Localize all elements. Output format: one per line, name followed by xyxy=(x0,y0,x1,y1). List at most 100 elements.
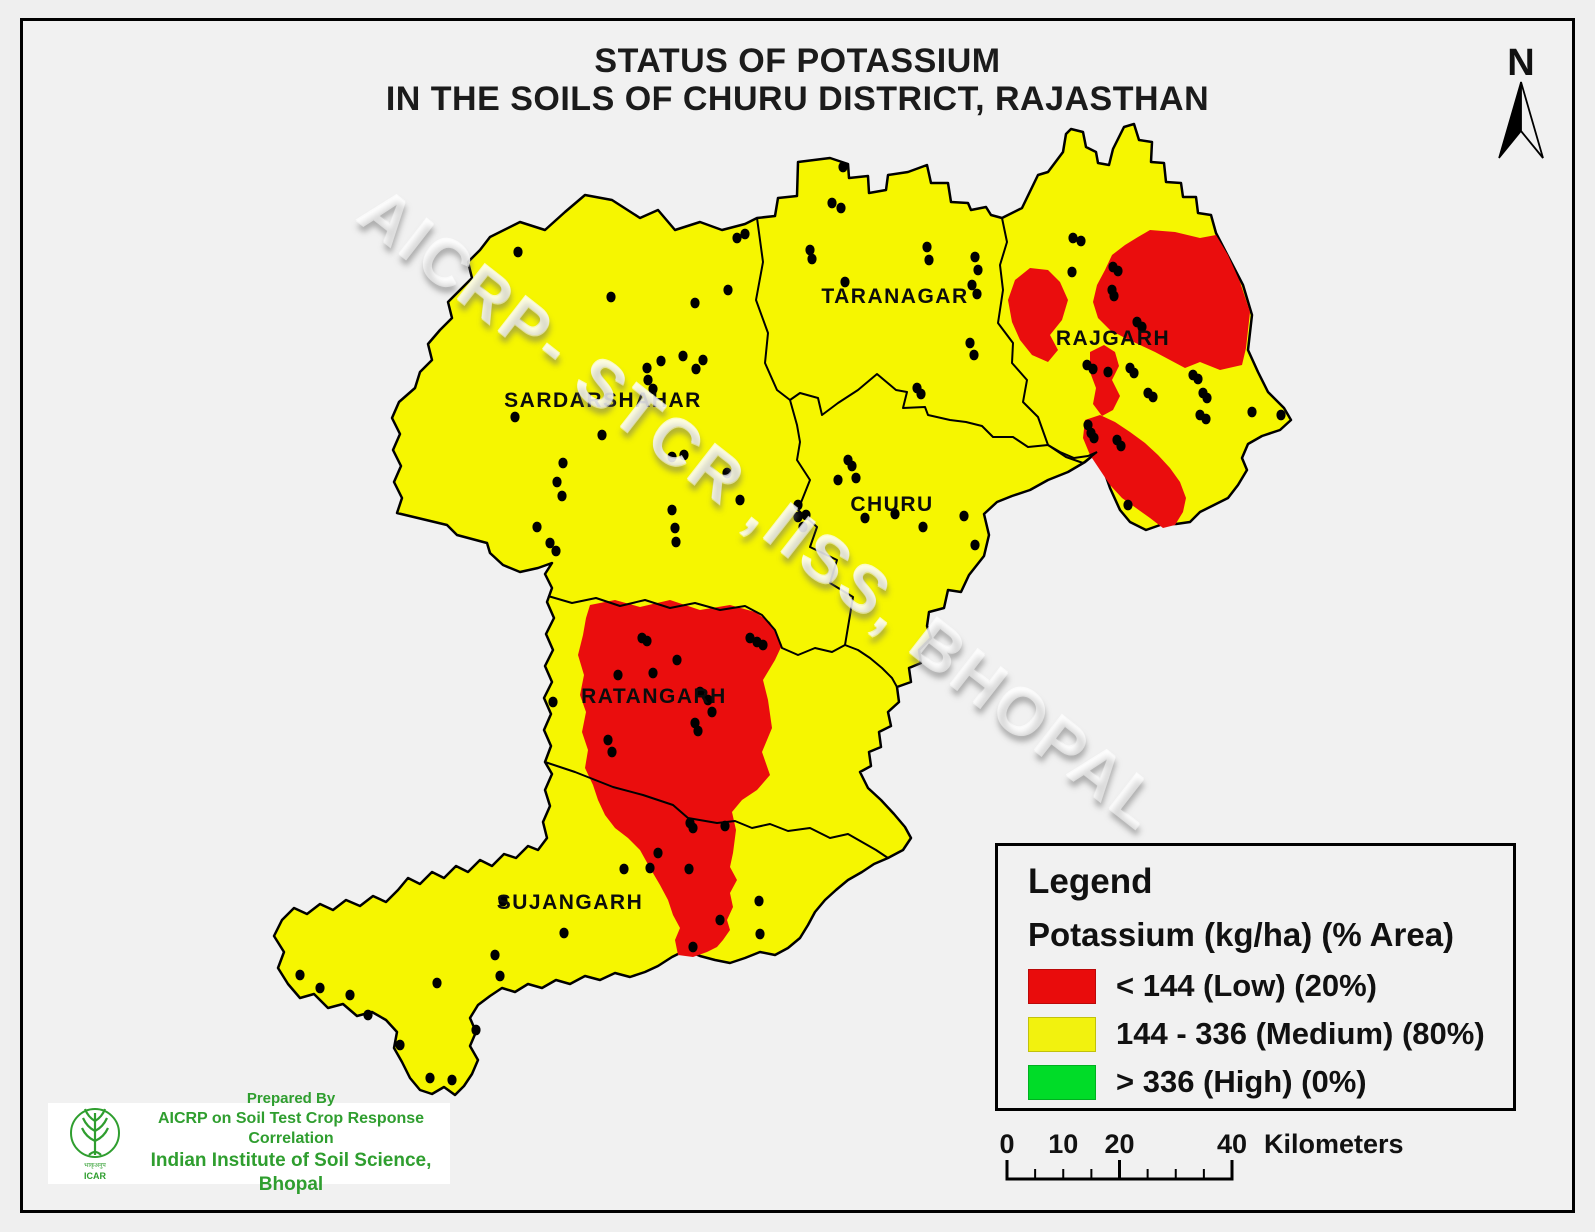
soil-sample-point xyxy=(805,244,815,256)
soil-sample-point xyxy=(807,253,817,265)
soil-sample-point xyxy=(1202,392,1212,404)
low-potassium-zone xyxy=(1008,268,1068,362)
soil-sample-point xyxy=(890,508,900,520)
soil-sample-point xyxy=(1103,366,1113,378)
soil-sample-point xyxy=(510,411,520,423)
soil-sample-point xyxy=(678,350,688,362)
soil-sample-point xyxy=(1148,391,1158,403)
soil-sample-point xyxy=(833,474,843,486)
soil-sample-point xyxy=(695,686,705,698)
region-label-taranagar: TARANAGAR xyxy=(821,285,968,308)
soil-sample-point xyxy=(715,914,725,926)
credits-text: Prepared By AICRP on Soil Test Crop Resp… xyxy=(132,1090,450,1196)
soil-sample-point xyxy=(642,635,652,647)
soil-sample-point xyxy=(735,494,745,506)
soil-sample-point xyxy=(722,467,732,479)
credits-prepared-by: Prepared By xyxy=(246,1090,336,1108)
soil-sample-point xyxy=(745,632,755,644)
soil-sample-point xyxy=(490,949,500,961)
soil-sample-point xyxy=(671,536,681,548)
soil-sample-point xyxy=(1123,499,1133,511)
soil-sample-point xyxy=(720,820,730,832)
soil-sample-point xyxy=(667,504,677,516)
soil-sample-point xyxy=(754,895,764,907)
soil-sample-point xyxy=(642,362,652,374)
soil-sample-point xyxy=(643,374,653,386)
legend-swatch-high-icon xyxy=(1028,1064,1096,1100)
credits-institute: Indian Institute of Soil Science, Bhopal xyxy=(150,1150,432,1195)
tehsil-boundary xyxy=(789,373,1098,464)
soil-sample-point xyxy=(1089,432,1099,444)
soil-sample-point xyxy=(758,639,768,651)
soil-sample-point xyxy=(363,1009,373,1021)
soil-sample-point xyxy=(970,539,980,551)
legend-subtitle: Potassium (kg/ha) (% Area) xyxy=(1028,916,1455,953)
soil-sample-point xyxy=(597,429,607,441)
soil-sample-point xyxy=(425,1072,435,1084)
soil-sample-point xyxy=(965,337,975,349)
soil-sample-point xyxy=(916,388,926,400)
soil-sample-point xyxy=(545,537,555,549)
region-label-ratangarh: RATANGARH xyxy=(581,685,727,708)
soil-sample-point xyxy=(653,847,663,859)
tehsil-boundary xyxy=(544,761,889,859)
credits-panel: भाकृअनुप ICAR Prepared By AICRP on Soil … xyxy=(48,1090,450,1195)
title-line-2: IN THE SOILS OF CHURU DISTRICT, RAJASTHA… xyxy=(385,80,1210,118)
soil-sample-point xyxy=(836,202,846,214)
soil-sample-point xyxy=(922,241,932,253)
soil-sample-point xyxy=(295,969,305,981)
legend-label-low: < 144 (Low) (20%) xyxy=(1116,968,1377,1003)
soil-sample-point xyxy=(670,522,680,534)
soil-sample-point xyxy=(603,734,613,746)
soil-sample-point xyxy=(645,862,655,874)
soil-sample-point xyxy=(860,512,870,524)
soil-sample-point xyxy=(559,927,569,939)
soil-sample-point xyxy=(613,669,623,681)
scalebar-label-20: 20 xyxy=(1104,1129,1134,1159)
legend-swatch-low-icon xyxy=(1028,968,1096,1004)
soil-sample-point xyxy=(315,982,325,994)
soil-sample-point xyxy=(740,228,750,240)
soil-sample-point xyxy=(1137,321,1147,333)
low-potassium-zone xyxy=(1090,345,1120,416)
soil-sample-point xyxy=(690,297,700,309)
soil-sample-point xyxy=(838,161,848,173)
soil-sample-point xyxy=(959,510,969,522)
soil-sample-point xyxy=(498,895,508,907)
soil-sample-point xyxy=(548,696,558,708)
legend-title: Legend xyxy=(1028,862,1153,901)
tehsil-boundary xyxy=(997,217,1098,459)
soil-sample-point xyxy=(969,349,979,361)
soil-sample-point xyxy=(471,1024,481,1036)
tehsil-boundary xyxy=(755,217,791,401)
region-label-sardarshahar: SARDARSHAHAR xyxy=(504,389,702,412)
icar-logo-script: भाकृअनुप xyxy=(84,1163,106,1169)
page-title: STATUS OF POTASSIUM IN THE SOILS OF CHUR… xyxy=(0,42,1595,118)
soil-sample-point xyxy=(1113,265,1123,277)
soil-sample-point xyxy=(1247,406,1257,418)
soil-sample-point xyxy=(1068,232,1078,244)
region-label-rajgarh: RAJGARH xyxy=(1056,327,1170,350)
north-arrow-icon xyxy=(1520,81,1544,159)
soil-sample-point xyxy=(1067,266,1077,278)
soil-sample-point xyxy=(688,822,698,834)
soil-sample-point xyxy=(827,197,837,209)
soil-sample-point xyxy=(447,1074,457,1086)
legend-item-low: < 144 (Low) (20%) xyxy=(1028,968,1513,1004)
scalebar-unit: Kilometers xyxy=(1264,1129,1404,1159)
soil-sample-point xyxy=(1116,440,1126,452)
soil-sample-point xyxy=(1129,367,1139,379)
soil-sample-point xyxy=(967,279,977,291)
region-label-churu: CHURU xyxy=(850,493,933,516)
tehsil-boundary xyxy=(547,595,898,688)
soil-sample-point xyxy=(672,654,682,666)
soil-sample-point xyxy=(793,499,803,511)
soil-sample-point xyxy=(1276,409,1286,421)
soil-sample-point xyxy=(801,509,811,521)
soil-sample-point xyxy=(551,545,561,557)
low-potassium-zone xyxy=(1083,415,1186,528)
soil-sample-point xyxy=(691,363,701,375)
legend-item-high: > 336 (High) (0%) xyxy=(1028,1064,1513,1100)
soil-sample-point xyxy=(693,725,703,737)
soil-sample-point xyxy=(723,284,733,296)
